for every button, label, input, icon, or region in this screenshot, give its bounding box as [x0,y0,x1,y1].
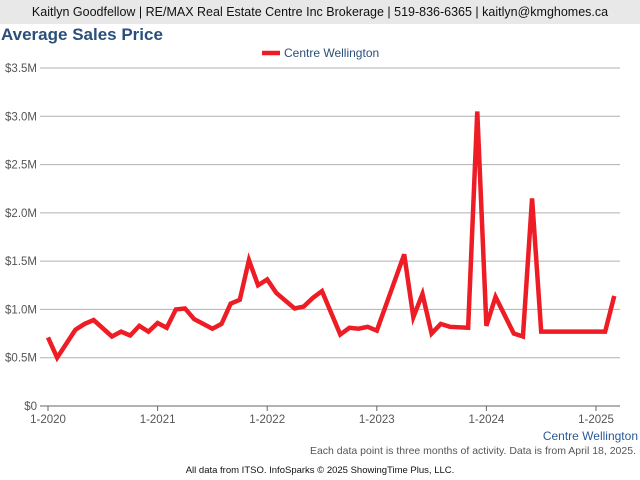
y-tick-label: $0.5M [5,353,37,365]
x-tick-label: 1-2022 [249,414,285,426]
footer-credit: All data from ITSO. InfoSparks © 2025 Sh… [185,465,455,476]
data-note: Each data point is three months of activ… [309,445,636,457]
x-tick-label: 1-2024 [468,414,504,426]
x-tick-label: 1-2021 [140,414,176,426]
legend-label: Centre Wellington [284,46,379,60]
x-tick-label: 1-2020 [30,414,66,426]
agent-header: Kaitlyn Goodfellow | RE/MAX Real Estate … [0,0,640,24]
x-axis-label: Centre Wellington [543,429,638,443]
x-tick-label: 1-2025 [578,414,614,426]
series-line [45,111,617,363]
y-tick-label: $2.5M [5,160,37,172]
chart-title: Average Sales Price [1,25,163,44]
x-tick-label: 1-2023 [359,414,395,426]
y-tick-label: $3.0M [5,111,37,123]
y-tick-label: $0 [24,401,37,413]
y-tick-label: $2.0M [5,208,37,220]
y-tick-label: $1.0M [5,304,37,316]
y-tick-label: $1.5M [5,256,37,268]
y-tick-label: $3.5M [5,63,37,75]
